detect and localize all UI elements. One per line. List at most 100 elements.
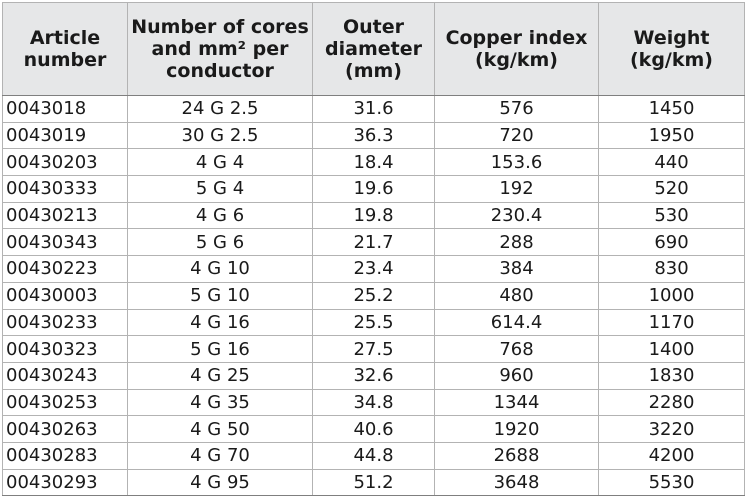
cell-article-number: 00430263 bbox=[2, 415, 128, 443]
cell-weight: 3220 bbox=[598, 415, 745, 443]
cell-outer-diameter: 40.6 bbox=[312, 415, 435, 443]
header-line: conductor bbox=[166, 60, 274, 82]
cell-outer-diameter: 31.6 bbox=[312, 95, 435, 123]
header-row: Article number Number of cores and mm² p… bbox=[2, 2, 745, 96]
cell-cores-size: 5 G 6 bbox=[127, 228, 313, 257]
cell-article-number: 0043018 bbox=[2, 95, 128, 123]
cell-weight: 4200 bbox=[598, 441, 745, 470]
table-row: 0043018 24 G 2.5 31.6 576 1450 bbox=[2, 95, 745, 123]
cell-copper-index: 480 bbox=[434, 281, 599, 310]
cell-outer-diameter: 18.4 bbox=[312, 148, 435, 177]
cell-copper-index: 768 bbox=[434, 335, 599, 363]
cell-cores-size: 5 G 10 bbox=[127, 281, 313, 310]
header-line: Weight bbox=[633, 27, 710, 49]
cell-article-number: 00430283 bbox=[2, 441, 128, 470]
header-line: diameter bbox=[325, 38, 422, 60]
cell-article-number: 00430323 bbox=[2, 335, 128, 363]
cell-article-number: 00430253 bbox=[2, 388, 128, 417]
table-row: 00430343 5 G 6 21.7 288 690 bbox=[2, 228, 745, 257]
header-line: (kg/km) bbox=[630, 49, 713, 71]
cell-weight: 2280 bbox=[598, 388, 745, 417]
cell-weight: 530 bbox=[598, 201, 745, 230]
cell-article-number: 00430243 bbox=[2, 361, 128, 390]
cell-cores-size: 4 G 35 bbox=[127, 388, 313, 417]
cell-article-number: 00430293 bbox=[2, 468, 128, 496]
table-row: 00430223 4 G 10 23.4 384 830 bbox=[2, 255, 745, 283]
cell-copper-index: 230.4 bbox=[434, 201, 599, 230]
cell-copper-index: 288 bbox=[434, 228, 599, 257]
cell-article-number: 00430343 bbox=[2, 228, 128, 257]
header-line: Outer bbox=[342, 16, 405, 38]
cell-outer-diameter: 25.2 bbox=[312, 281, 435, 310]
cell-cores-size: 30 G 2.5 bbox=[127, 121, 313, 150]
cell-copper-index: 1344 bbox=[434, 388, 599, 417]
table-row: 00430293 4 G 95 51.2 3648 5530 bbox=[2, 468, 745, 496]
cell-copper-index: 2688 bbox=[434, 441, 599, 470]
cell-weight: 520 bbox=[598, 175, 745, 203]
cell-copper-index: 3648 bbox=[434, 468, 599, 496]
table-row: 0043019 30 G 2.5 36.3 720 1950 bbox=[2, 121, 745, 150]
table-row: 00430233 4 G 16 25.5 614.4 1170 bbox=[2, 308, 745, 337]
cell-cores-size: 5 G 16 bbox=[127, 335, 313, 363]
table-row: 00430283 4 G 70 44.8 2688 4200 bbox=[2, 441, 745, 470]
header-article-number: Article number bbox=[2, 2, 128, 96]
cell-outer-diameter: 32.6 bbox=[312, 361, 435, 390]
header-cores-and-size: Number of cores and mm² per conductor bbox=[127, 2, 313, 96]
table-row: 00430263 4 G 50 40.6 1920 3220 bbox=[2, 415, 745, 443]
header-line: and mm² per bbox=[151, 38, 289, 60]
cell-outer-diameter: 27.5 bbox=[312, 335, 435, 363]
header-line: number bbox=[23, 49, 107, 71]
cell-cores-size: 4 G 4 bbox=[127, 148, 313, 177]
cell-weight: 1830 bbox=[598, 361, 745, 390]
cell-weight: 440 bbox=[598, 148, 745, 177]
cell-cores-size: 4 G 70 bbox=[127, 441, 313, 470]
table-body: 0043018 24 G 2.5 31.6 576 1450 0043019 30 G 2.… bbox=[2, 95, 745, 496]
cell-copper-index: 576 bbox=[434, 95, 599, 123]
cell-cores-size: 4 G 6 bbox=[127, 201, 313, 230]
cell-weight: 690 bbox=[598, 228, 745, 257]
cell-outer-diameter: 23.4 bbox=[312, 255, 435, 283]
cell-weight: 1950 bbox=[598, 121, 745, 150]
cell-copper-index: 614.4 bbox=[434, 308, 599, 337]
cell-copper-index: 192 bbox=[434, 175, 599, 203]
cell-outer-diameter: 36.3 bbox=[312, 121, 435, 150]
cell-article-number: 00430203 bbox=[2, 148, 128, 177]
cell-weight: 1000 bbox=[598, 281, 745, 310]
table-row: 00430003 5 G 10 25.2 480 1000 bbox=[2, 281, 745, 310]
cell-article-number: 00430003 bbox=[2, 281, 128, 310]
table-row: 00430203 4 G 4 18.4 153.6 440 bbox=[2, 148, 745, 177]
cell-outer-diameter: 21.7 bbox=[312, 228, 435, 257]
cell-weight: 5530 bbox=[598, 468, 745, 496]
table-row: 00430243 4 G 25 32.6 960 1830 bbox=[2, 361, 745, 390]
table-row: 00430253 4 G 35 34.8 1344 2280 bbox=[2, 388, 745, 417]
cell-cores-size: 24 G 2.5 bbox=[127, 95, 313, 123]
cell-outer-diameter: 19.8 bbox=[312, 201, 435, 230]
cell-weight: 830 bbox=[598, 255, 745, 283]
header-weight: Weight (kg/km) bbox=[598, 2, 745, 96]
header-line: Article bbox=[29, 27, 101, 49]
header-copper-index: Copper index (kg/km) bbox=[434, 2, 599, 96]
cell-cores-size: 4 G 16 bbox=[127, 308, 313, 337]
cell-cores-size: 4 G 25 bbox=[127, 361, 313, 390]
cell-copper-index: 720 bbox=[434, 121, 599, 150]
cell-copper-index: 1920 bbox=[434, 415, 599, 443]
cell-outer-diameter: 25.5 bbox=[312, 308, 435, 337]
cell-article-number: 00430233 bbox=[2, 308, 128, 337]
cell-cores-size: 4 G 50 bbox=[127, 415, 313, 443]
cell-weight: 1170 bbox=[598, 308, 745, 337]
cell-article-number: 00430213 bbox=[2, 201, 128, 230]
cell-copper-index: 153.6 bbox=[434, 148, 599, 177]
cell-article-number: 00430333 bbox=[2, 175, 128, 203]
header-line: Copper index bbox=[445, 27, 588, 49]
cell-outer-diameter: 44.8 bbox=[312, 441, 435, 470]
cell-article-number: 0043019 bbox=[2, 121, 128, 150]
cell-outer-diameter: 19.6 bbox=[312, 175, 435, 203]
header-line: (mm) bbox=[345, 60, 402, 82]
header-line: (kg/km) bbox=[475, 49, 558, 71]
header-line: Number of cores bbox=[131, 16, 309, 38]
cell-copper-index: 960 bbox=[434, 361, 599, 390]
cell-cores-size: 4 G 10 bbox=[127, 255, 313, 283]
cell-outer-diameter: 51.2 bbox=[312, 468, 435, 496]
